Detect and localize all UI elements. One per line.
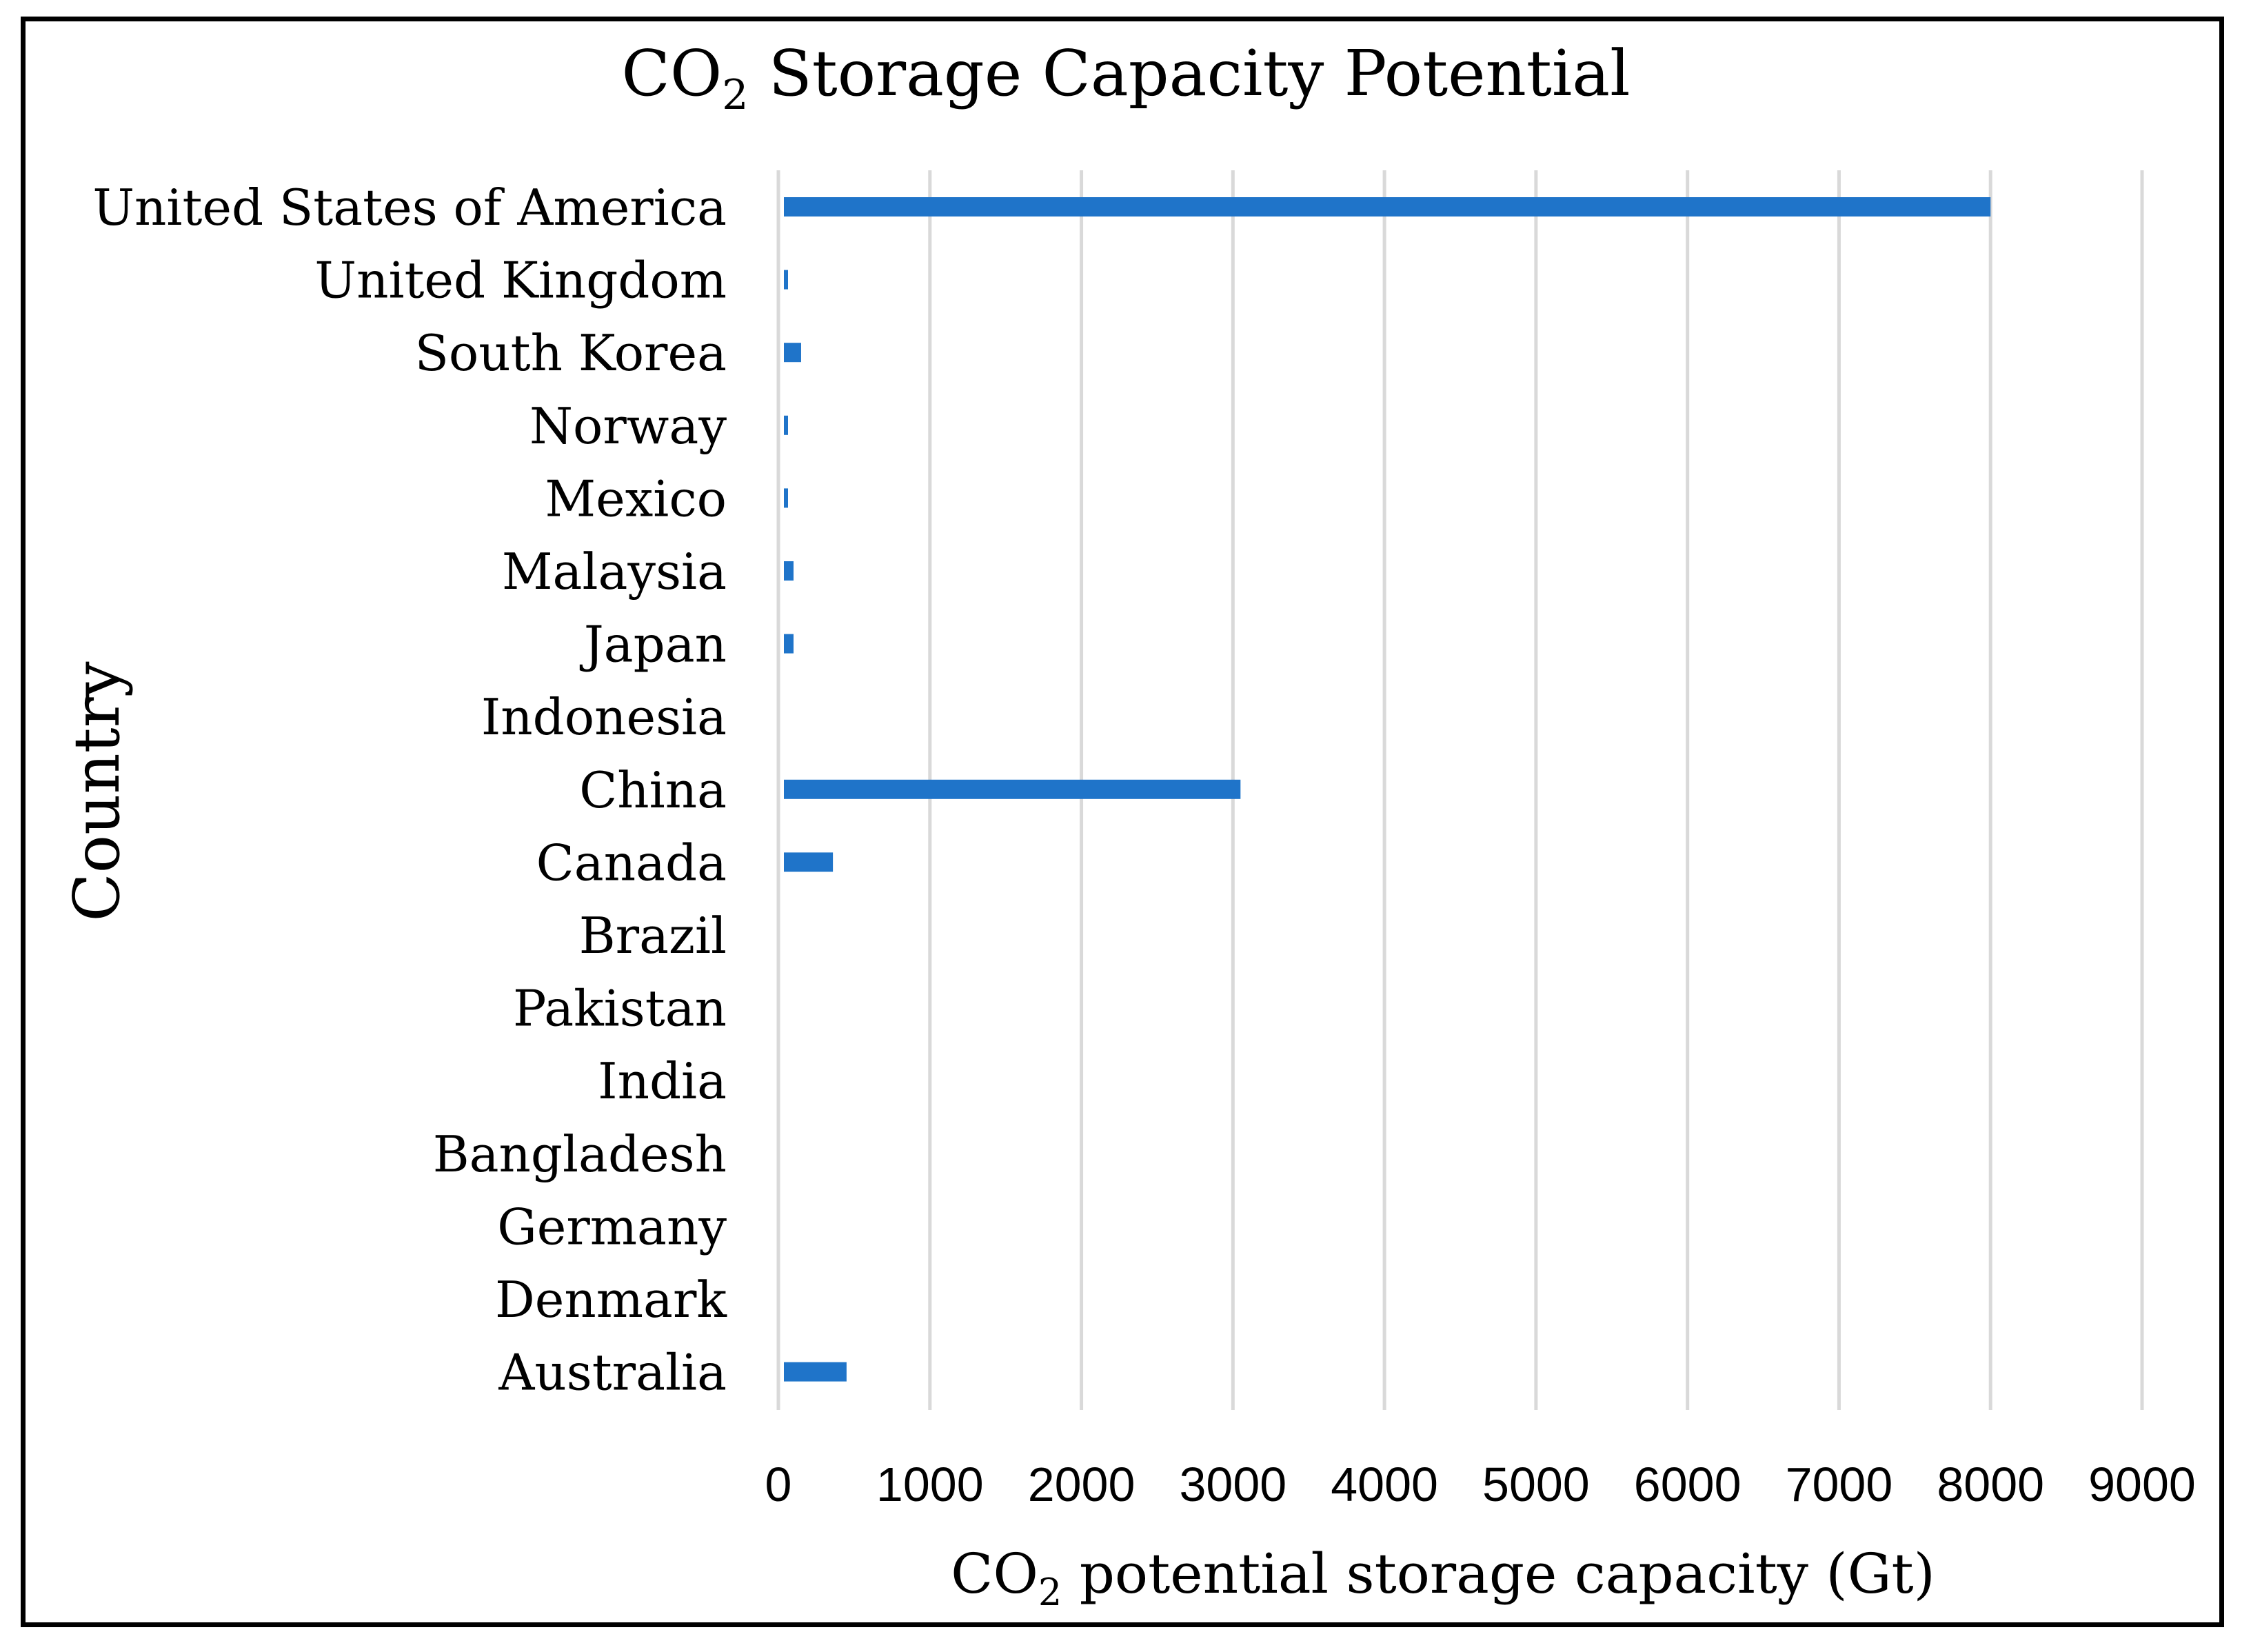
- y-axis-title: Country: [60, 661, 134, 921]
- y-tick-label-mexico: Mexico: [545, 470, 727, 527]
- y-tick-labels: United States of America United Kingdom So…: [92, 179, 727, 1402]
- x-axis-title-rest: potential storage capacity (Gt): [1062, 1542, 1935, 1606]
- chart-title: CO2 Storage Capacity Potential: [621, 37, 1630, 119]
- bar-china: [784, 779, 1241, 799]
- bar-canada: [784, 852, 834, 872]
- x-tick-labels: 0 1000 2000 3000 4000 5000 6000 7000 8000 9000: [765, 1458, 2196, 1511]
- y-tick-label-indonesia: Indonesia: [481, 688, 727, 746]
- bar-japan: [784, 634, 794, 654]
- bars: [784, 197, 1991, 1382]
- bar-australia: [784, 1362, 847, 1382]
- x-axis-title-subscript: 2: [1038, 1571, 1062, 1614]
- x-axis-title-main: CO: [951, 1542, 1038, 1606]
- x-tick-label-8000: 8000: [1937, 1458, 2044, 1511]
- y-tick-label-australia: Australia: [498, 1344, 727, 1402]
- x-axis-title: CO2 potential storage capacity (Gt): [951, 1542, 1935, 1614]
- x-tick-label-3000: 3000: [1179, 1458, 1286, 1511]
- y-tick-label-malaysia: Malaysia: [502, 543, 727, 601]
- y-tick-label-brazil: Brazil: [579, 907, 727, 965]
- gridlines: [776, 170, 2144, 1410]
- x-tick-label-0: 0: [765, 1458, 792, 1511]
- x-tick-label-4000: 4000: [1331, 1458, 1438, 1511]
- chart-frame: [21, 17, 2224, 1627]
- x-tick-label-1000: 1000: [876, 1458, 984, 1511]
- bar-united-kingdom: [784, 270, 788, 290]
- x-tick-label-2000: 2000: [1028, 1458, 1135, 1511]
- x-tick-label-5000: 5000: [1482, 1458, 1590, 1511]
- y-tick-label-denmark: Denmark: [495, 1271, 727, 1329]
- x-tick-label-6000: 6000: [1634, 1458, 1742, 1511]
- y-tick-label-china: China: [579, 761, 727, 819]
- x-tick-label-9000: 9000: [2088, 1458, 2196, 1511]
- y-tick-label-south-korea: South Korea: [415, 324, 727, 382]
- y-tick-label-japan: Japan: [579, 616, 727, 674]
- bar-united-states-of-america: [784, 197, 1991, 216]
- bar-south-korea: [784, 343, 801, 363]
- x-tick-label-7000: 7000: [1786, 1458, 1893, 1511]
- y-tick-label-canada: Canada: [536, 834, 727, 892]
- y-tick-label-bangladesh: Bangladesh: [433, 1125, 727, 1183]
- y-tick-label-germany: Germany: [497, 1198, 727, 1256]
- chart-title-subscript: 2: [722, 71, 748, 119]
- y-tick-label-pakistan: Pakistan: [513, 980, 727, 1038]
- bar-mexico: [784, 488, 788, 508]
- bar-malaysia: [784, 561, 794, 581]
- y-tick-label-norway: Norway: [529, 397, 727, 455]
- chart-title-rest: Storage Capacity Potential: [748, 37, 1630, 110]
- chart-title-main: CO: [621, 37, 722, 110]
- bar-norway: [784, 415, 788, 435]
- y-tick-label-india: India: [598, 1052, 727, 1110]
- y-tick-label-united-states-of-america: United States of America: [92, 179, 727, 236]
- y-tick-label-united-kingdom: United Kingdom: [314, 252, 727, 310]
